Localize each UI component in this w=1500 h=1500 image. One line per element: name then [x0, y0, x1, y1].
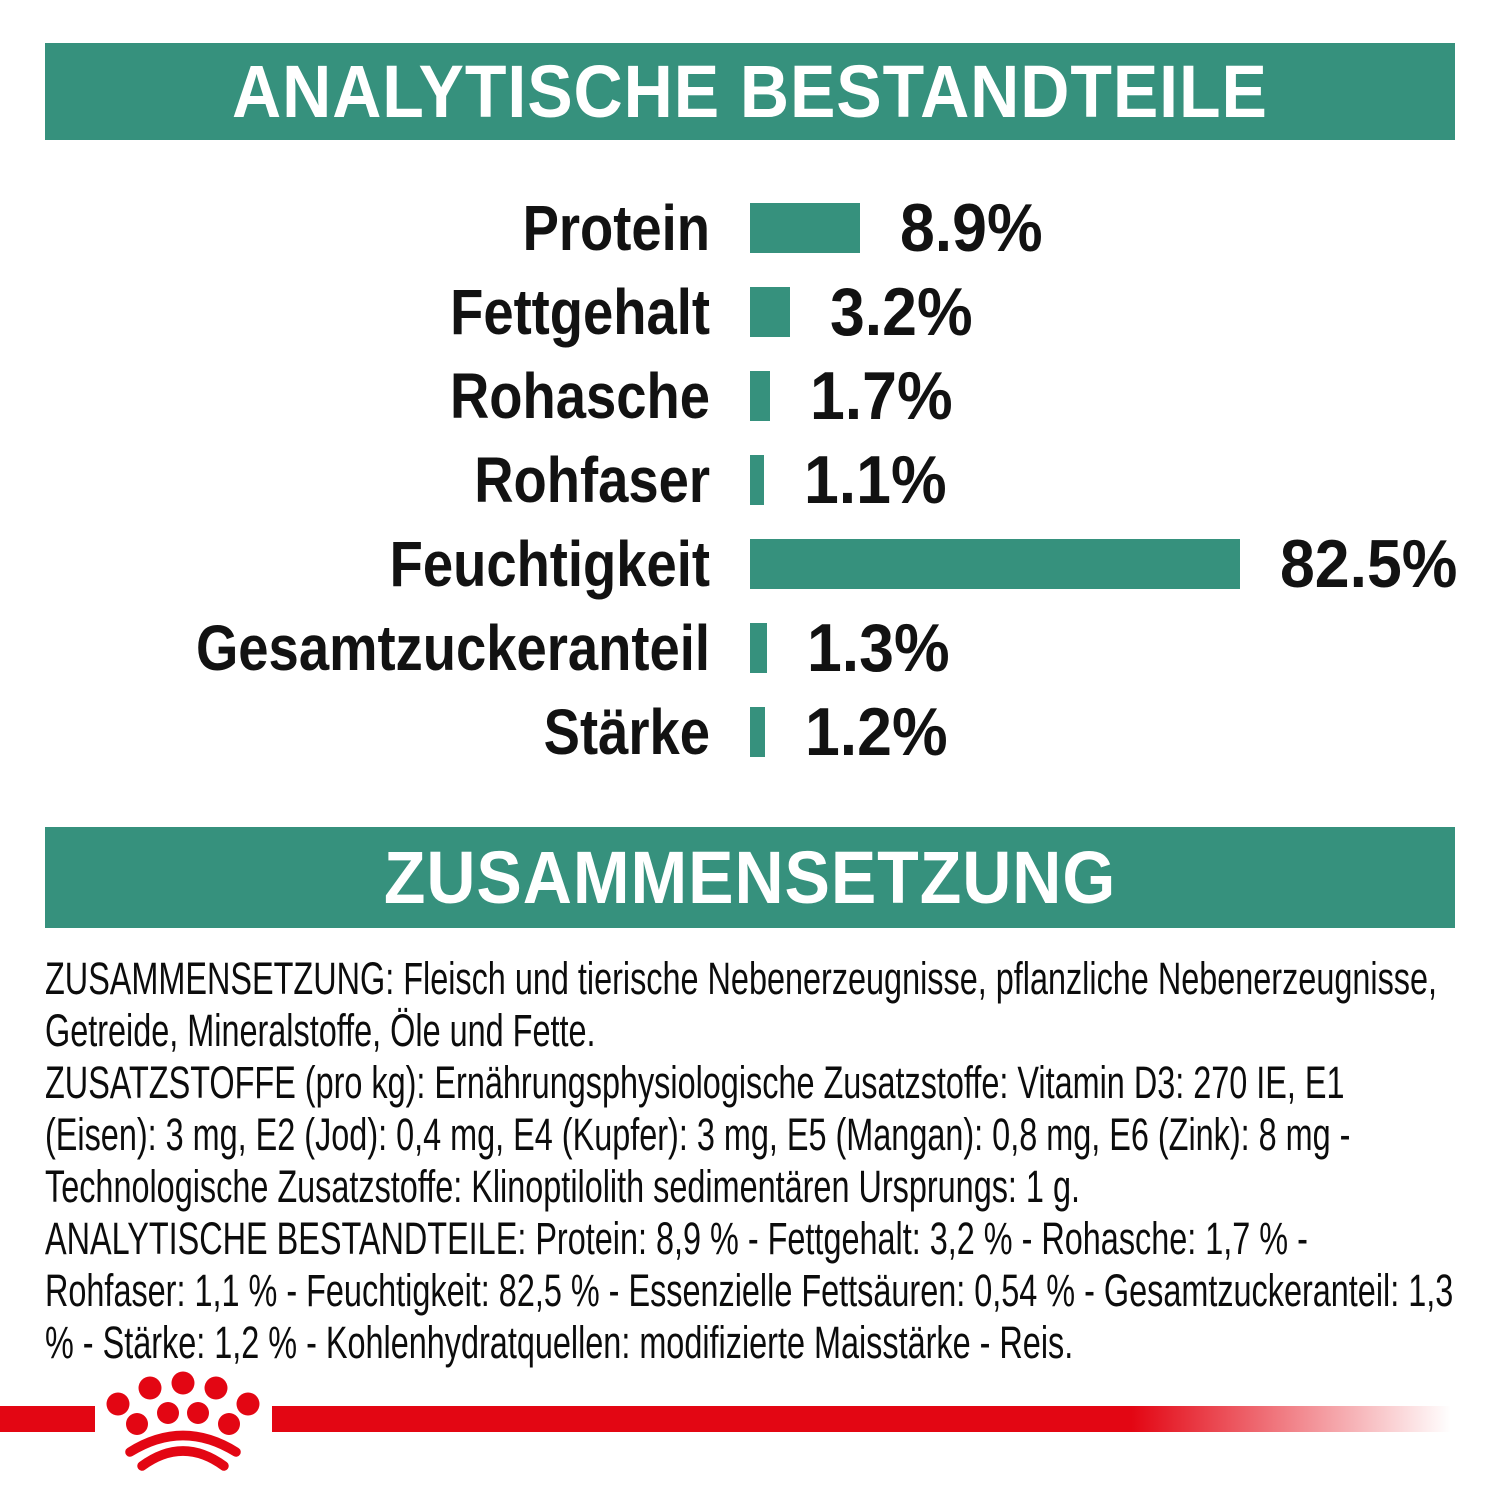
bar-label-feuchtigkeit: Feuchtigkeit [389, 528, 710, 600]
chart-row: Stärke 1.2% [45, 696, 1500, 768]
composition-text-block: ZUSAMMENSETZUNG: Fleisch und tierische N… [45, 953, 1456, 1369]
bar-gesamtzuckeranteil [750, 623, 767, 673]
brand-band-left [0, 1406, 95, 1432]
bar-rohasche [750, 371, 770, 421]
chart-row: Fettgehalt 3.2% [45, 276, 1500, 348]
composition-paragraph: ZUSAMMENSETZUNG: Fleisch und tierische N… [45, 953, 1438, 1056]
chart-row: Rohasche 1.7% [45, 360, 1500, 432]
chart-row: Protein 8.9% [45, 192, 1500, 264]
section-header-composition: ZUSAMMENSETZUNG [45, 827, 1455, 928]
bar-value-protein: 8.9% [900, 190, 1043, 266]
bar-value-fettgehalt: 3.2% [830, 274, 973, 350]
bar-protein [750, 203, 860, 253]
bar-value-gesamtzuckeranteil: 1.3% [807, 610, 950, 686]
bar-staerke [750, 707, 765, 757]
bar-feuchtigkeit [750, 539, 1240, 589]
chart-row: Rohfaser 1.1% [45, 444, 1500, 516]
bar-fettgehalt [750, 287, 790, 337]
additives-paragraph: ZUSATZSTOFFE (pro kg): Ernährungsphysiol… [45, 1057, 1351, 1212]
bar-value-staerke: 1.2% [805, 694, 948, 770]
bar-label-staerke: Stärke [543, 696, 710, 768]
section-header-analytical: ANALYTISCHE BESTANDTEILE [45, 43, 1455, 140]
bar-label-fettgehalt: Fettgehalt [450, 276, 710, 348]
bar-label-gesamtzuckeranteil: Gesamtzuckeranteil [195, 612, 710, 684]
bar-rohfaser [750, 455, 764, 505]
bar-value-rohfaser: 1.1% [804, 442, 947, 518]
chart-row: Feuchtigkeit 82.5% [45, 528, 1500, 600]
bar-label-protein: Protein [522, 192, 710, 264]
composition-header-title: ZUSAMMENSETZUNG [383, 835, 1117, 919]
chart-row: Gesamtzuckeranteil 1.3% [45, 612, 1500, 684]
analytical-header-title: ANALYTISCHE BESTANDTEILE [232, 49, 1268, 133]
bar-label-rohfaser: Rohfaser [474, 444, 710, 516]
royal-canin-crown-icon [106, 1371, 260, 1471]
bar-value-feuchtigkeit: 82.5% [1280, 526, 1458, 602]
brand-band-right [272, 1406, 1500, 1432]
analytical-paragraph: ANALYTISCHE BESTANDTEILE: Protein: 8,9 %… [45, 1213, 1454, 1368]
bar-label-rohasche: Rohasche [450, 360, 710, 432]
bar-value-rohasche: 1.7% [810, 358, 953, 434]
